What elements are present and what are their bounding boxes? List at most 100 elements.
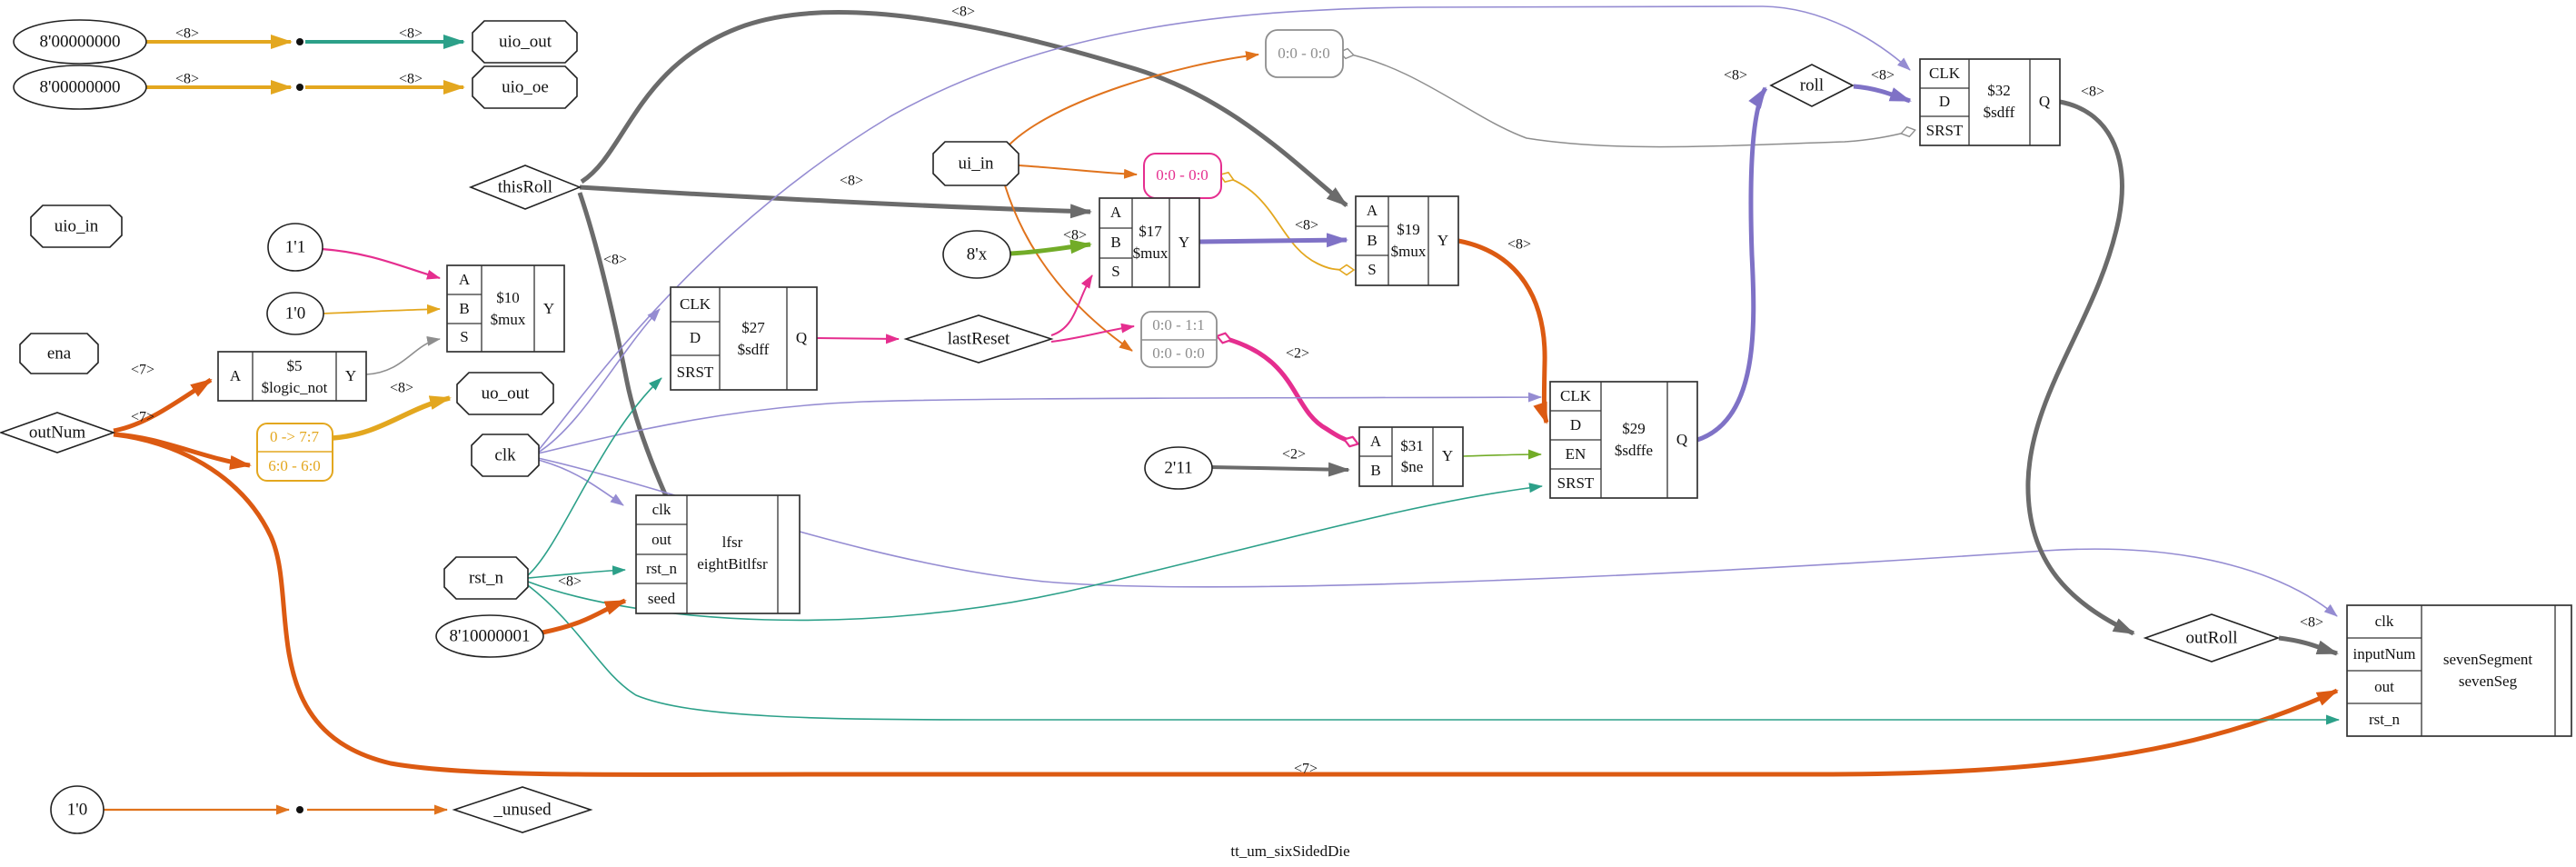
cell-not5: A $5 $logic_not Y: [217, 351, 367, 402]
edge-xconst-to-mux17-b: [1010, 239, 1092, 256]
edge-one-to-mux10-a: [321, 247, 441, 280]
edge-zero-to-mux10-b: [322, 304, 441, 314]
bus-width-label: <8>: [175, 26, 199, 42]
cell-id: lfsr: [722, 533, 743, 551]
edge-mux19-y-to-sdffe29-d: [1457, 238, 1549, 424]
bus-width-label: <8>: [2081, 85, 2104, 100]
edge-labels: <8> <8> <8> <8> <8> <8> <8> <8> <8> <7> …: [131, 5, 2323, 777]
diagram-title: tt_um_sixSidedDie: [1230, 842, 1349, 860]
slice-row: 0:0 - 0:0: [1278, 45, 1330, 62]
cell-mux19: A B S $19 $mux Y: [1355, 195, 1459, 286]
edge-outroll-to-sevenseg-inputnum: [2278, 635, 2339, 656]
node-thisroll: thisRoll: [468, 164, 582, 210]
bus-width-label: <8>: [1871, 68, 1895, 84]
cell-out: Y: [1442, 447, 1453, 464]
wire-label: _unused: [492, 800, 552, 819]
cell-id: $31: [1400, 437, 1424, 454]
cell-port: A: [459, 271, 471, 288]
edge-sdffe29-q-to-roll: [1696, 86, 1768, 443]
edge-ne31-y-to-sdffe29-en: [1462, 449, 1542, 460]
node-const-seed: 8'10000001: [435, 614, 544, 658]
slice-row: 0:0 - 1:1: [1152, 316, 1205, 334]
node-uio-oe: uio_oe: [472, 65, 578, 109]
node-const-2b11: 2'11: [1144, 446, 1213, 490]
port-label: rst_n: [469, 568, 504, 587]
edge-thisroll-to-mux17-a: [579, 184, 1092, 219]
node-lastreset: lastReset: [903, 314, 1054, 364]
cell-port: inputNum: [2353, 645, 2416, 663]
node-roll: roll: [1769, 64, 1855, 107]
edge-uiin-to-gray00: [1008, 51, 1259, 146]
node-const-zero2: 1'0: [50, 785, 104, 834]
node-uio-in: uio_in: [30, 204, 123, 248]
cell-type: $sdff: [738, 341, 770, 358]
bus-width-label: <8>: [175, 72, 199, 87]
wire-label: lastReset: [948, 329, 1010, 348]
bus-width-label: <8>: [1507, 237, 1531, 253]
bus-width-label: <8>: [399, 72, 423, 87]
cell-sdffe29: CLK D EN SRST $29 $sdffe Q: [1549, 381, 1698, 499]
cell-id: $32: [1987, 82, 2011, 99]
node-unused: _unused: [452, 786, 593, 833]
cell-out: Y: [543, 300, 554, 317]
cell-sevenseg: clk inputNum out rst_n sevenSegment seve…: [2346, 604, 2572, 737]
edge-seedconst-to-lfsr-seed: [542, 598, 627, 635]
cell-port: B: [1110, 234, 1120, 251]
bus-width-label: <8>: [1063, 228, 1087, 244]
edge-uiin-to-gray0110: [1004, 184, 1133, 352]
port-label: uo_out: [482, 384, 531, 403]
node-outroll: outRoll: [2143, 613, 2281, 663]
nodes: 8'00000000 8'00000000 uio_out uio_oe uio…: [0, 19, 2572, 834]
node-const-zero: 1'0: [266, 292, 324, 335]
cell-out: Y: [345, 367, 356, 384]
node-ui-in: ui_in: [932, 141, 1019, 186]
cell-id: $27: [741, 319, 765, 336]
const-label: 1'0: [67, 800, 87, 819]
cell-port: seed: [648, 590, 676, 607]
const-label: 1'0: [285, 304, 305, 323]
cell-port: rst_n: [646, 560, 678, 577]
edge-outnum-to-sevenseg-out: [113, 432, 2339, 777]
edge-clk-to-sdffe29-clk: [537, 392, 1542, 454]
edge-mux17-y-to-mux19-b: [1198, 233, 1348, 248]
node-outnum: outNum: [0, 412, 116, 453]
cell-port: B: [1370, 462, 1380, 479]
cell-port: EN: [1566, 445, 1586, 463]
cell-type: eightBitlfsr: [697, 555, 768, 573]
cell-port: A: [1367, 202, 1378, 219]
edge-thisroll-to-lfsr-out: [577, 192, 686, 533]
cell-port: S: [1111, 263, 1119, 280]
cell-port: S: [1368, 261, 1376, 278]
edge-rstn-to-sdff27-srst: [527, 377, 662, 576]
bus-width-label: <2>: [1286, 346, 1309, 362]
slice-lastreset-gray: 0:0 - 1:1 0:0 - 0:0: [1140, 311, 1218, 368]
cell-port: B: [1367, 232, 1377, 249]
cell-id: $5: [287, 357, 303, 374]
cell-port: clk: [652, 501, 671, 518]
bus-width-label: <8>: [951, 5, 975, 20]
junction-dot: [296, 806, 303, 813]
edge-lastreset-to-mux17-s: [1050, 274, 1093, 336]
slice-row: 6:0 - 6:0: [268, 457, 321, 474]
cell-port: CLK: [1929, 65, 1961, 82]
node-clk: clk: [471, 434, 540, 477]
cell-port: S: [460, 328, 468, 345]
bus-width-label: <8>: [1724, 68, 1747, 84]
edges: [103, 5, 2340, 815]
port-label: ena: [47, 344, 72, 363]
edge-clk-to-sdff27-clk: [537, 308, 661, 453]
bus-width-label: <8>: [840, 174, 863, 189]
node-uio-out: uio_out: [472, 20, 578, 64]
edge-rstn-to-sevenseg-rstn: [527, 584, 2340, 725]
cell-type: $mux: [491, 311, 526, 328]
edge-clk-to-lfsr-clk: [537, 459, 624, 506]
cell-id: $29: [1622, 420, 1646, 437]
cell-sdff32: CLK D SRST $32 $sdff Q: [1919, 58, 2061, 146]
port-label: ui_in: [958, 154, 994, 173]
port-label: uio_in: [55, 216, 99, 235]
const-label: 1'1: [285, 237, 305, 256]
cell-port: D: [1939, 93, 1950, 110]
cell-port: out: [651, 531, 671, 548]
cell-sdff27: CLK D SRST $27 $sdff Q: [670, 286, 818, 391]
cell-type: $mux: [1133, 244, 1169, 262]
